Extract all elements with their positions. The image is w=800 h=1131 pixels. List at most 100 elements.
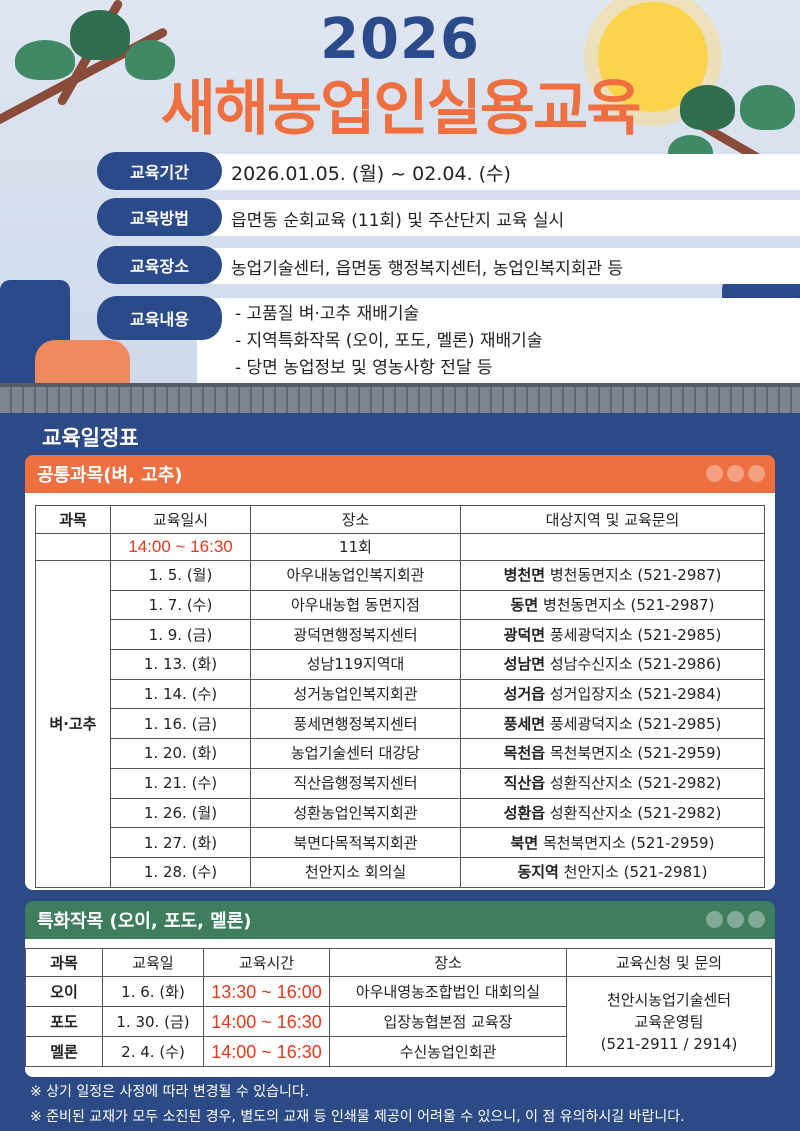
place-cell: 농업기술센터 대강당 xyxy=(250,738,461,769)
region-name: 목천읍 xyxy=(503,744,546,763)
place-cell: 성남119지역대 xyxy=(250,649,461,680)
region-contact-cell: 성환읍 성환직산지소 (521-2982) xyxy=(460,797,765,829)
common-section-title: 공통과목(벼, 고추) xyxy=(37,465,183,486)
empty-cell xyxy=(35,533,111,561)
table-row: 포도 1. 30. (금) 14:00 ~ 16:30 입장농협본점 교육장 xyxy=(25,1006,772,1037)
info-value: 농업기술센터, 읍면동 행정복지센터, 농업인복지회관 등 xyxy=(197,248,800,284)
contact-text: 성환직산지소 (521-2982) xyxy=(549,774,722,793)
contact-text: 병천동면지소 (521-2987) xyxy=(549,566,722,585)
place-cell: 입장농협본점 교육장 xyxy=(329,1006,567,1037)
date-cell: 1. 14. (수) xyxy=(110,678,251,710)
table-row: 1. 7. (수) 아우내농협 동면지점 동면 병천동면지소 (521-2987) xyxy=(36,589,765,621)
header-cell: 과목 xyxy=(35,505,111,534)
pine-leaf xyxy=(70,10,130,60)
region-name: 성거읍 xyxy=(503,685,546,704)
contact-line: 교육운영팀 xyxy=(634,1012,704,1031)
region-contact-cell: 직산읍 성환직산지소 (521-2982) xyxy=(460,767,765,799)
region-contact-cell: 동지역 천안지소 (521-2981) xyxy=(460,856,765,888)
contact-text: 목천북면지소 (521-2959) xyxy=(549,744,722,763)
region-name: 광덕면 xyxy=(503,625,546,644)
region-name: 동지역 xyxy=(517,863,559,882)
region-name: 직산읍 xyxy=(503,774,546,793)
date-cell: 1. 6. (화) xyxy=(102,976,204,1007)
place-cell: 수신농업인회관 xyxy=(329,1036,567,1067)
pine-leaf xyxy=(740,85,795,130)
region-contact-cell: 성남면 성남수신지소 (521-2986) xyxy=(460,649,765,680)
subject-cell: 포도 xyxy=(25,1006,103,1037)
empty-cell xyxy=(460,533,765,561)
bojagi-bundle-illustration xyxy=(35,340,130,390)
table-row: 벼·고추 1. 5. (월) 아우내농업인복지회관 병천면 병천동면지소 (521-2… xyxy=(35,560,765,888)
table-row: 1. 26. (월) 성환농업인복지회관 성환읍 성환직산지소 (521-2982) xyxy=(36,797,765,829)
info-value: 읍면동 순회교육 (11회) 및 주산단지 교육 실시 xyxy=(197,200,800,236)
table-row: 1. 27. (화) 북면다목적복지회관 북면 목천북면지소 (521-2959) xyxy=(36,827,765,858)
place-cell: 아우내영농조합법인 대회의실 xyxy=(329,976,567,1007)
header-cell: 교육일시 xyxy=(110,505,251,534)
pine-leaf xyxy=(125,40,175,80)
region-name: 병천면 xyxy=(503,566,546,585)
subject-cell: 멜론 xyxy=(25,1036,103,1067)
time-cell: 13:30 ~ 16:00 xyxy=(203,976,330,1007)
header-cell: 교육일 xyxy=(102,948,204,977)
table-row: 1. 21. (수) 직산읍행정복지센터 직산읍 성환직산지소 (521-2982) xyxy=(36,767,765,799)
date-cell: 1. 26. (월) xyxy=(110,797,251,829)
place-cell: 아우내농업인복지회관 xyxy=(250,560,461,591)
contact-text: 성환직산지소 (521-2982) xyxy=(549,803,722,822)
date-cell: 1. 20. (화) xyxy=(110,738,251,769)
year-title: 2026 xyxy=(320,7,480,72)
place-cell: 천안지소 회의실 xyxy=(250,856,461,888)
info-value: - 고품질 벼·고추 재배기술 - 지역특화작목 (오이, 포도, 멜론) 재배… xyxy=(197,298,800,384)
pine-leaf xyxy=(680,85,735,130)
header-cell: 대상지역 및 교육문의 xyxy=(460,505,765,534)
table-header-row: 과목 교육일시 장소 대상지역 및 교육문의 xyxy=(35,505,765,534)
header-cell: 교육시간 xyxy=(203,948,330,977)
region-contact-cell: 동면 병천동면지소 (521-2987) xyxy=(460,589,765,621)
table-row: 1. 20. (화) 농업기술센터 대강당 목천읍 목천북면지소 (521-2959… xyxy=(36,738,765,769)
date-cell: 1. 5. (월) xyxy=(110,560,251,591)
poster-header: 2026 새해농업인실용교육 교육기간 2026.01.05. (월) ~ 02… xyxy=(0,0,800,390)
contact-text: 풍세광덕지소 (521-2985) xyxy=(549,714,722,733)
date-cell: 1. 9. (금) xyxy=(110,619,251,651)
schedule-heading: 교육일정표 xyxy=(42,426,139,450)
place-cell: 성환농업인복지회관 xyxy=(250,797,461,829)
contact-cell: 천안시농업기술센터 교육운영팀 (521-2911 / 2914) xyxy=(566,976,772,1067)
special-schedule-table: 과목 교육일 교육시간 장소 교육신청 및 문의 오이 1. 6. (화) 13:3… xyxy=(25,948,772,1067)
table-row: 1. 14. (수) 성거농업인복지회관 성거읍 성거입장지소 (521-2984) xyxy=(36,678,765,710)
common-section-header: 공통과목(벼, 고추) xyxy=(25,455,775,493)
region-name: 동면 xyxy=(510,596,539,615)
info-label: 교육내용 xyxy=(97,296,222,340)
place-cell: 풍세면행정복지센터 xyxy=(250,708,461,740)
decorative-dots xyxy=(706,465,765,482)
count-cell: 11회 xyxy=(250,533,461,561)
header-cell: 과목 xyxy=(25,948,103,977)
info-value: 2026.01.05. (월) ~ 02.04. (수) xyxy=(197,154,800,190)
content-line: - 당면 농업정보 및 영농사항 전달 등 xyxy=(235,357,493,378)
header-cell: 장소 xyxy=(329,948,567,977)
region-contact-cell: 풍세면 풍세광덕지소 (521-2985) xyxy=(460,708,765,740)
header-cell: 교육신청 및 문의 xyxy=(566,948,772,977)
region-contact-cell: 목천읍 목천북면지소 (521-2959) xyxy=(460,738,765,769)
place-cell: 북면다목적복지회관 xyxy=(250,827,461,858)
place-cell: 성거농업인복지회관 xyxy=(250,678,461,710)
note: ※ 준비된 교재가 모두 소진된 경우, 별도의 교재 등 인쇄물 제공이 어려… xyxy=(30,1109,685,1125)
main-title: 새해농업인실용교육 xyxy=(160,74,642,144)
content-line: - 고품질 벼·고추 재배기술 xyxy=(235,303,420,324)
date-cell: 1. 21. (수) xyxy=(110,767,251,799)
region-name: 풍세면 xyxy=(503,714,546,733)
table-row: 14:00 ~ 16:30 11회 xyxy=(35,533,765,561)
subject-cell: 오이 xyxy=(25,976,103,1007)
time-cell: 14:00 ~ 16:30 xyxy=(110,533,251,561)
time-cell: 14:00 ~ 16:30 xyxy=(203,1006,330,1037)
pine-leaf xyxy=(15,40,75,80)
date-cell: 1. 27. (화) xyxy=(110,827,251,858)
common-schedule-table: 과목 교육일시 장소 대상지역 및 교육문의 14:00 ~ 16:30 11회… xyxy=(35,505,765,888)
date-cell: 1. 16. (금) xyxy=(110,708,251,740)
region-contact-cell: 광덕면 풍세광덕지소 (521-2985) xyxy=(460,619,765,651)
table-row: 1. 13. (화) 성남119지역대 성남면 성남수신지소 (521-2986) xyxy=(36,649,765,680)
header-cell: 장소 xyxy=(250,505,461,534)
info-label: 교육장소 xyxy=(97,246,222,284)
region-name: 성남면 xyxy=(503,655,546,674)
info-label: 교육방법 xyxy=(97,198,222,236)
special-section-title: 특화작목 (오이, 포도, 멜론) xyxy=(37,911,252,932)
region-contact-cell: 병천면 병천동면지소 (521-2987) xyxy=(460,560,765,591)
